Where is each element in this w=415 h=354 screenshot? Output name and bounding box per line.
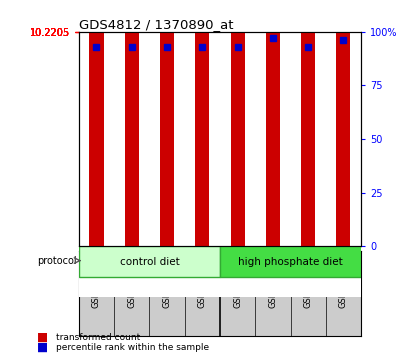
Text: high phosphate diet: high phosphate diet [238, 257, 343, 267]
Bar [195, 32, 209, 246]
Text: transformed count: transformed count [56, 332, 140, 342]
Bar [266, 32, 280, 246]
Bar [79, 246, 220, 277]
Text: protocol: protocol [37, 256, 77, 266]
Text: control diet: control diet [120, 257, 179, 267]
Text: percentile rank within the sample: percentile rank within the sample [56, 343, 209, 352]
Bar [220, 246, 361, 277]
Text: ■: ■ [37, 331, 49, 343]
Text: GDS4812 / 1370890_at: GDS4812 / 1370890_at [79, 18, 233, 31]
Bar [124, 32, 139, 246]
Bar [160, 32, 174, 246]
Bar [301, 32, 315, 246]
Bar [90, 32, 104, 246]
Bar [336, 32, 350, 246]
Text: ■: ■ [37, 341, 49, 354]
Bar [231, 32, 245, 246]
